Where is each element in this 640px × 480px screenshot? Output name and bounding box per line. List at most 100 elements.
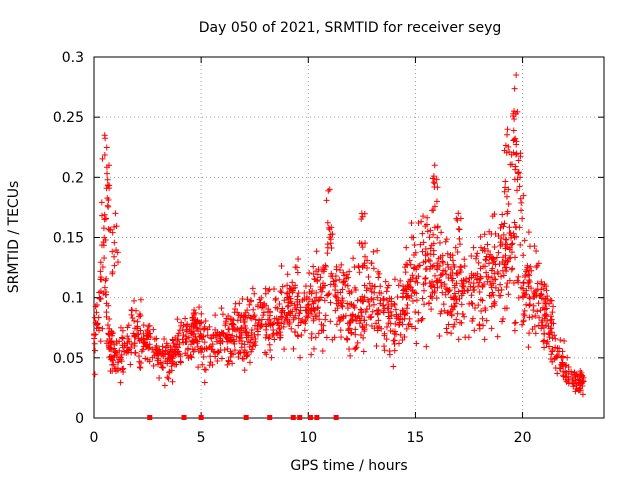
data-point [295, 256, 302, 263]
data-point [401, 264, 408, 271]
data-point [436, 263, 443, 269]
data-point [251, 331, 258, 338]
data-point [317, 286, 324, 293]
data-point [358, 307, 365, 314]
data-point [344, 305, 351, 312]
data-point [103, 275, 110, 282]
data-point [465, 279, 472, 286]
data-point [150, 326, 157, 333]
data-point [118, 334, 125, 341]
data-point [371, 289, 378, 296]
data-point [333, 321, 340, 328]
data-point [173, 343, 180, 350]
data-point [106, 331, 113, 338]
data-point [229, 320, 236, 327]
data-point [175, 330, 182, 337]
data-point [281, 346, 288, 353]
data-point [500, 315, 507, 322]
data-point [338, 334, 345, 341]
data-point [548, 325, 555, 332]
data-point [475, 259, 482, 266]
data-point [543, 305, 550, 312]
data-point [486, 260, 493, 267]
data-point [381, 347, 388, 354]
data-point [513, 72, 520, 79]
data-point [237, 335, 244, 342]
data-point [408, 323, 415, 330]
data-point [241, 367, 248, 374]
data-point [520, 285, 527, 292]
data-point [501, 147, 508, 154]
data-point [378, 325, 385, 332]
data-point [527, 263, 534, 270]
data-point [413, 340, 420, 347]
data-point [514, 170, 521, 177]
data-point [507, 254, 514, 261]
data-point [546, 331, 553, 338]
data-point [146, 358, 153, 365]
data-point [312, 276, 319, 283]
data-point [451, 321, 458, 328]
data-point [200, 326, 207, 333]
data-point [502, 184, 509, 191]
data-point [324, 241, 331, 248]
x-axis-label: GPS time / hours [290, 458, 407, 474]
data-point [271, 336, 278, 343]
data-point [340, 278, 347, 285]
data-point [499, 241, 506, 248]
data-point [510, 137, 517, 144]
data-point [274, 330, 281, 337]
data-point [111, 352, 118, 359]
data-point [220, 329, 227, 336]
data-point [579, 379, 586, 386]
data-point [443, 236, 450, 243]
data-point [191, 346, 198, 353]
data-point [408, 220, 415, 227]
data-point [246, 359, 253, 366]
data-point [491, 298, 498, 305]
data-point [164, 348, 171, 355]
data-point [533, 264, 540, 271]
data-point [329, 231, 336, 238]
data-point [129, 315, 136, 322]
data-point [301, 327, 308, 334]
data-point [401, 286, 408, 293]
data-point [396, 321, 402, 328]
data-point [483, 269, 490, 276]
data-point [336, 276, 343, 283]
data-point [504, 241, 511, 248]
data-point [429, 278, 436, 285]
data-point [525, 229, 532, 236]
data-point [461, 262, 468, 269]
data-point [99, 325, 106, 332]
data-point [360, 262, 367, 269]
data-point [521, 237, 528, 244]
data-point [353, 317, 360, 324]
data-point [399, 337, 406, 344]
data-point [295, 290, 302, 297]
data-point [91, 330, 98, 337]
data-point [272, 304, 279, 311]
data-point [244, 296, 251, 303]
data-point [392, 306, 399, 313]
data-point [499, 267, 506, 274]
data-point [278, 308, 285, 315]
data-point [308, 290, 315, 297]
data-point [383, 288, 390, 295]
data-point [473, 253, 480, 260]
data-point [284, 282, 291, 289]
data-point [284, 290, 291, 297]
data-point [532, 312, 539, 319]
data-point [399, 307, 406, 314]
data-point [100, 242, 107, 249]
data-point [456, 295, 463, 302]
data-point [515, 279, 522, 286]
data-point [572, 388, 579, 395]
data-point [440, 259, 447, 266]
data-point [104, 176, 111, 183]
data-point [481, 263, 488, 270]
data-point [279, 314, 286, 321]
data-point [579, 372, 586, 379]
data-point [239, 355, 246, 362]
data-point [397, 331, 404, 338]
